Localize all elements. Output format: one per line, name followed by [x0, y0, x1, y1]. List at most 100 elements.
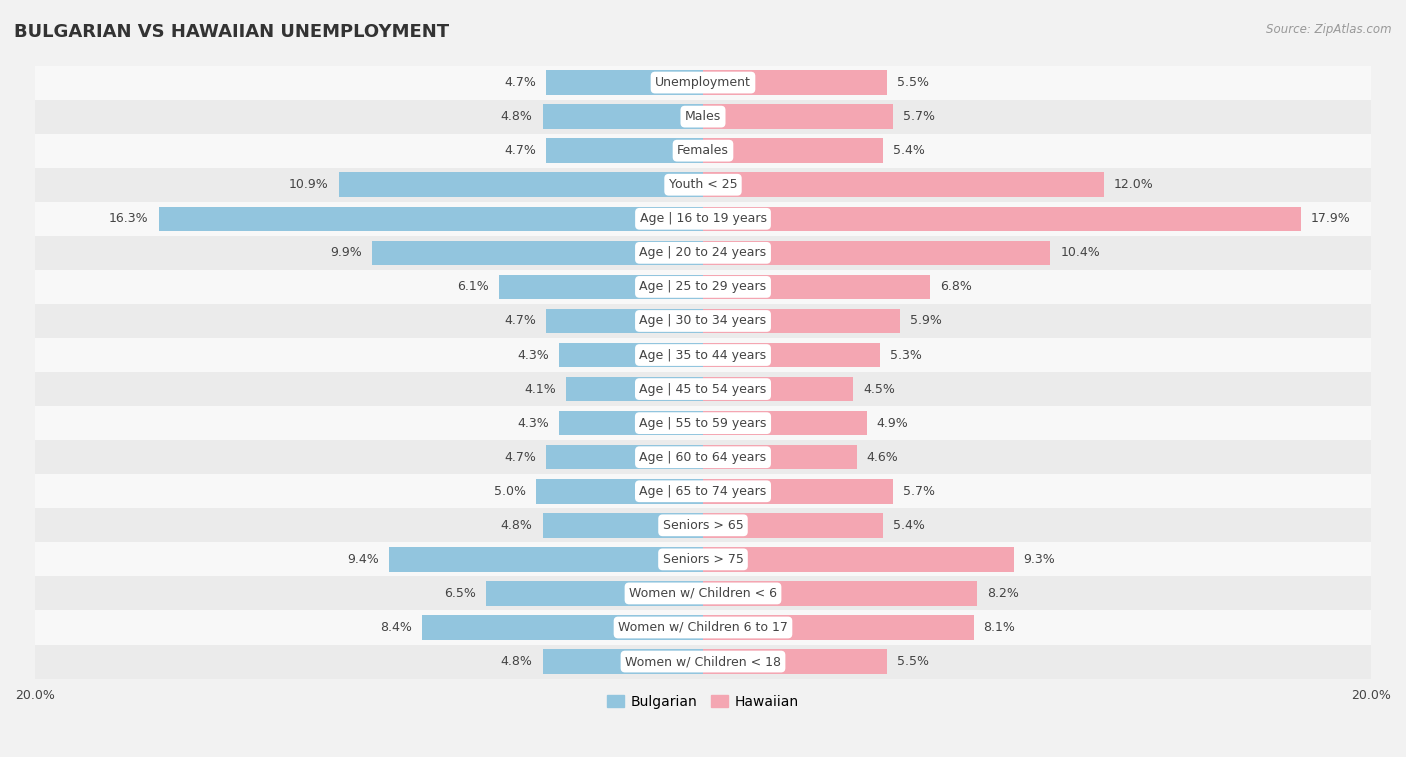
Bar: [546, 445, 703, 469]
Bar: [389, 547, 703, 572]
Bar: [35, 474, 1371, 508]
Bar: [560, 411, 703, 435]
Text: Women w/ Children 6 to 17: Women w/ Children 6 to 17: [619, 621, 787, 634]
Text: 5.5%: 5.5%: [897, 655, 929, 668]
Bar: [35, 610, 1371, 644]
Text: 4.5%: 4.5%: [863, 382, 896, 396]
Text: 5.7%: 5.7%: [904, 484, 935, 498]
Text: 5.4%: 5.4%: [893, 519, 925, 532]
Text: Age | 30 to 34 years: Age | 30 to 34 years: [640, 314, 766, 328]
Text: 4.8%: 4.8%: [501, 110, 533, 123]
Text: 5.7%: 5.7%: [904, 110, 935, 123]
Text: Age | 25 to 29 years: Age | 25 to 29 years: [640, 280, 766, 294]
Bar: [703, 513, 883, 537]
Text: 5.0%: 5.0%: [494, 484, 526, 498]
Bar: [35, 168, 1371, 202]
Bar: [703, 650, 887, 674]
Text: 17.9%: 17.9%: [1310, 212, 1351, 226]
Bar: [35, 576, 1371, 610]
Bar: [703, 104, 893, 129]
Bar: [35, 66, 1371, 100]
Bar: [703, 343, 880, 367]
Bar: [703, 207, 1301, 231]
Text: 4.7%: 4.7%: [505, 76, 536, 89]
Bar: [35, 406, 1371, 440]
Text: Source: ZipAtlas.com: Source: ZipAtlas.com: [1267, 23, 1392, 36]
Text: Age | 20 to 24 years: Age | 20 to 24 years: [640, 246, 766, 260]
Bar: [35, 100, 1371, 134]
Bar: [35, 134, 1371, 168]
Text: Males: Males: [685, 110, 721, 123]
Bar: [703, 547, 1014, 572]
Bar: [703, 581, 977, 606]
Text: 4.3%: 4.3%: [517, 348, 550, 362]
Text: Age | 45 to 54 years: Age | 45 to 54 years: [640, 382, 766, 396]
Text: 12.0%: 12.0%: [1114, 178, 1153, 192]
Bar: [546, 139, 703, 163]
Text: 9.9%: 9.9%: [330, 246, 363, 260]
Bar: [339, 173, 703, 197]
Text: 4.7%: 4.7%: [505, 144, 536, 157]
Text: Age | 65 to 74 years: Age | 65 to 74 years: [640, 484, 766, 498]
Bar: [543, 650, 703, 674]
Text: Women w/ Children < 18: Women w/ Children < 18: [626, 655, 780, 668]
Text: 4.8%: 4.8%: [501, 655, 533, 668]
Text: Unemployment: Unemployment: [655, 76, 751, 89]
Bar: [703, 309, 900, 333]
Text: Age | 16 to 19 years: Age | 16 to 19 years: [640, 212, 766, 226]
Bar: [703, 275, 931, 299]
Text: 16.3%: 16.3%: [108, 212, 149, 226]
Bar: [35, 440, 1371, 474]
Bar: [703, 241, 1050, 265]
Bar: [35, 270, 1371, 304]
Text: 5.4%: 5.4%: [893, 144, 925, 157]
Bar: [703, 411, 866, 435]
Bar: [422, 615, 703, 640]
Text: 4.1%: 4.1%: [524, 382, 555, 396]
Bar: [703, 615, 973, 640]
Text: 5.9%: 5.9%: [910, 314, 942, 328]
Text: Age | 35 to 44 years: Age | 35 to 44 years: [640, 348, 766, 362]
Text: 4.9%: 4.9%: [877, 416, 908, 430]
Text: Women w/ Children < 6: Women w/ Children < 6: [628, 587, 778, 600]
Bar: [560, 343, 703, 367]
Text: 6.5%: 6.5%: [444, 587, 475, 600]
Bar: [567, 377, 703, 401]
Text: Age | 55 to 59 years: Age | 55 to 59 years: [640, 416, 766, 430]
Bar: [35, 202, 1371, 236]
Text: Age | 60 to 64 years: Age | 60 to 64 years: [640, 450, 766, 464]
Text: Youth < 25: Youth < 25: [669, 178, 737, 192]
Bar: [35, 508, 1371, 542]
Bar: [499, 275, 703, 299]
Bar: [703, 70, 887, 95]
Bar: [703, 173, 1104, 197]
Text: 6.8%: 6.8%: [941, 280, 972, 294]
Text: 5.3%: 5.3%: [890, 348, 922, 362]
Text: 5.5%: 5.5%: [897, 76, 929, 89]
Bar: [35, 236, 1371, 270]
Text: 4.8%: 4.8%: [501, 519, 533, 532]
Bar: [35, 644, 1371, 678]
Bar: [35, 542, 1371, 576]
Text: 4.6%: 4.6%: [866, 450, 898, 464]
Bar: [159, 207, 703, 231]
Bar: [35, 338, 1371, 372]
Text: Seniors > 75: Seniors > 75: [662, 553, 744, 566]
Legend: Bulgarian, Hawaiian: Bulgarian, Hawaiian: [602, 689, 804, 714]
Bar: [543, 513, 703, 537]
Bar: [703, 139, 883, 163]
Text: Females: Females: [678, 144, 728, 157]
Bar: [546, 70, 703, 95]
Text: 10.4%: 10.4%: [1060, 246, 1099, 260]
Text: Seniors > 65: Seniors > 65: [662, 519, 744, 532]
Bar: [543, 104, 703, 129]
Text: 4.7%: 4.7%: [505, 314, 536, 328]
Text: 8.1%: 8.1%: [984, 621, 1015, 634]
Bar: [486, 581, 703, 606]
Bar: [373, 241, 703, 265]
Bar: [536, 479, 703, 503]
Text: 9.3%: 9.3%: [1024, 553, 1056, 566]
Text: 9.4%: 9.4%: [347, 553, 380, 566]
Bar: [703, 377, 853, 401]
Bar: [546, 309, 703, 333]
